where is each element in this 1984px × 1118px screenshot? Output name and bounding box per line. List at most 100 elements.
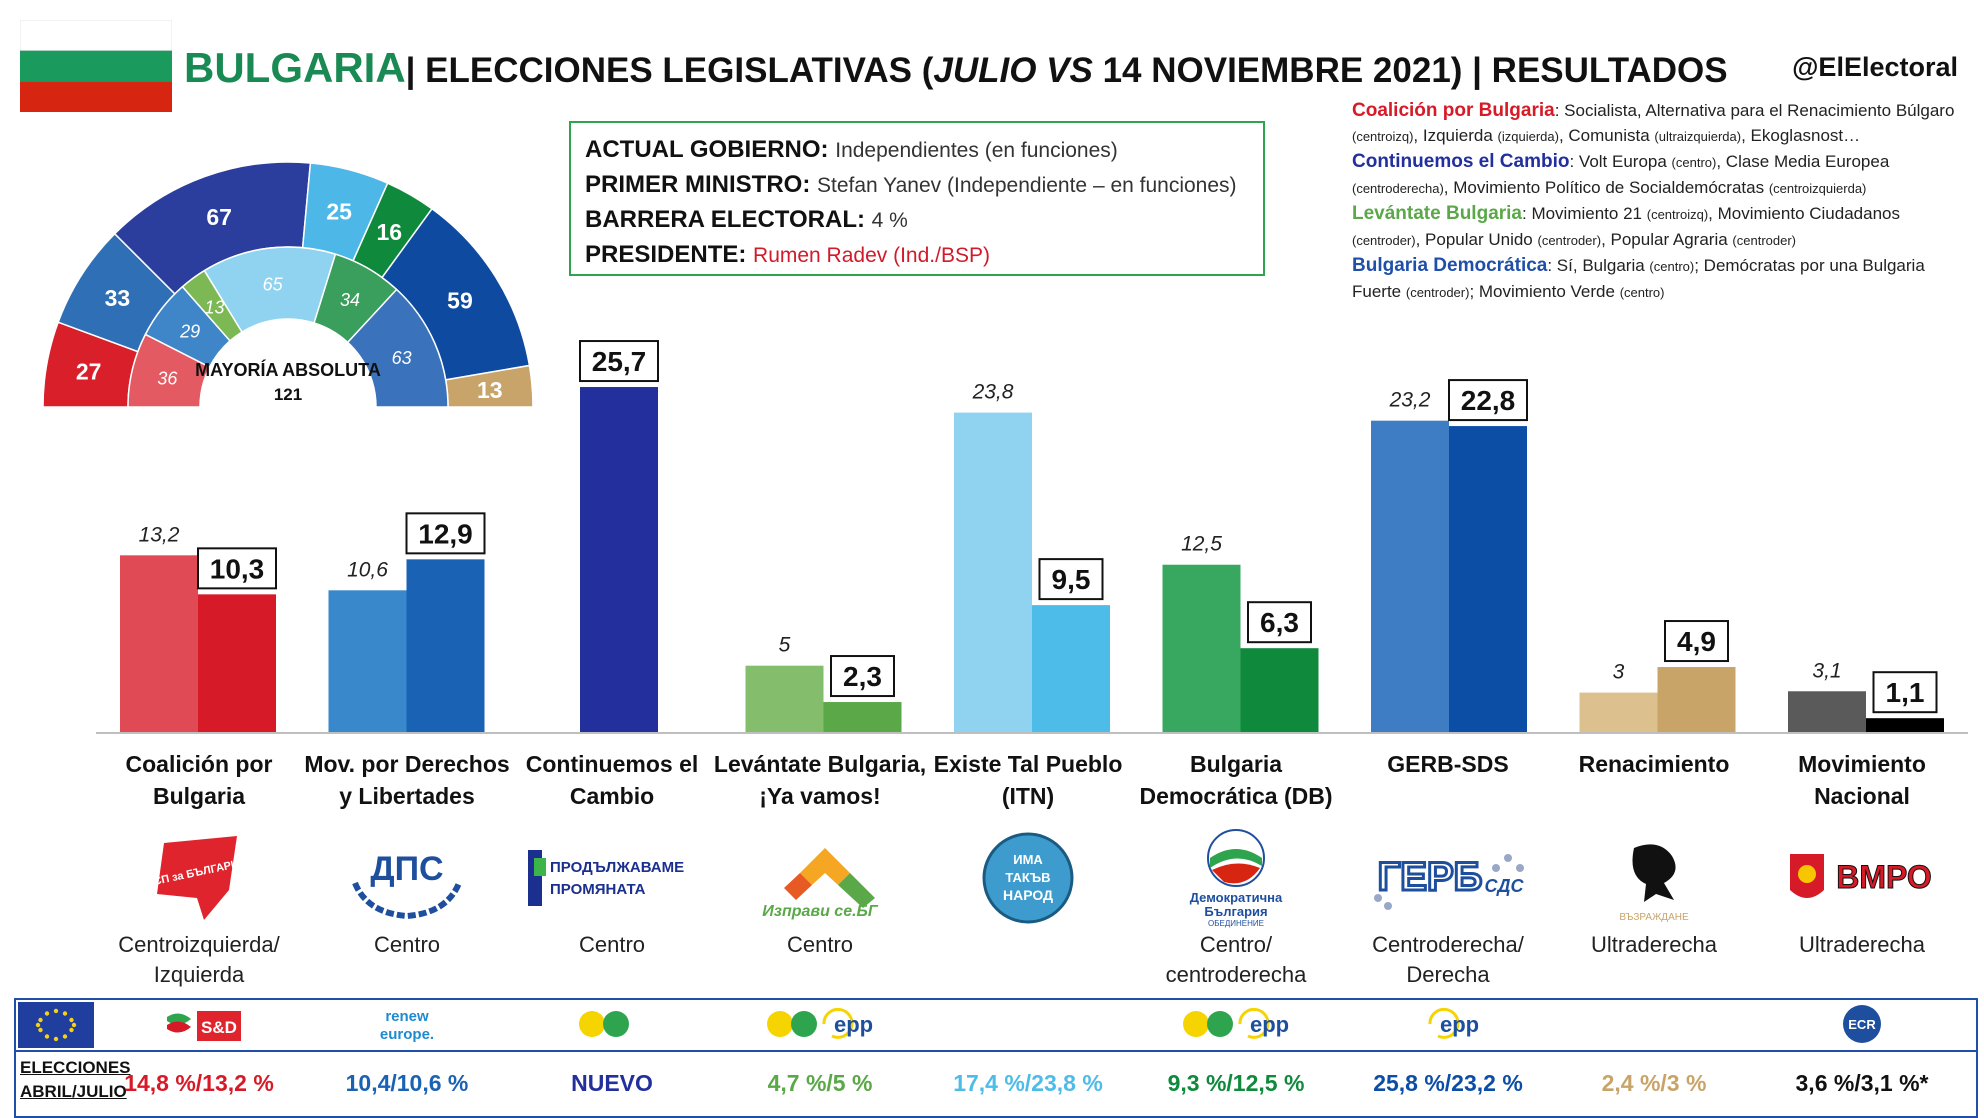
eu-group-cell — [532, 1001, 692, 1047]
coalition-tag: (centroizq) — [1352, 129, 1414, 144]
party-name-line: Cambio — [569, 783, 655, 809]
bar-current-label: 6,3 — [1260, 607, 1299, 638]
party-name-line: Existe Tal Pueblo — [933, 751, 1123, 777]
party-name: Existe Tal Pueblo (ITN) — [918, 748, 1138, 812]
hemicycle-seat-label: 33 — [105, 285, 131, 311]
coalition-name: Levántate Bulgaria — [1352, 203, 1522, 224]
coalition-tag: (centroder) — [1405, 285, 1470, 300]
svg-text:ПРОДЪЛЖАВАМЕ: ПРОДЪЛЖАВАМЕ — [550, 859, 684, 876]
party-logo-wrap: ДПС — [317, 828, 497, 928]
bar-previous-label: 3 — [1613, 661, 1625, 684]
svg-text:НАРОД: НАРОД — [1003, 887, 1053, 903]
party-column: Coalición por Bulgaria БСП за БЪЛГАРИЯ Cent… — [89, 748, 309, 998]
bar-current-label: 2,3 — [843, 661, 882, 692]
gov-line-barrier: BARRERA ELECTORAL: 4 % — [585, 203, 1249, 238]
bar-current-label-box — [405, 512, 486, 555]
svg-text:ПРОМЯНАТА: ПРОМЯНАТА — [550, 881, 646, 898]
hemicycle-seat-label: 63 — [392, 348, 412, 368]
sd-eu-group-icon: S&D — [167, 1011, 241, 1041]
gerb-logo: ГЕРБ СДС — [1374, 854, 1525, 910]
eu-stars — [35, 1008, 77, 1042]
party-ideology: Centroizquierda/Izquierda — [89, 930, 309, 990]
page-title: BULGARIA| ELECCIONES LEGISLATIVAS (JULIO… — [184, 44, 1728, 92]
svg-text:europe.: europe. — [380, 1026, 434, 1043]
party-name: Movimiento Nacional — [1752, 748, 1972, 812]
party-logo-wrap: БСП за БЪЛГАРИЯ — [109, 828, 289, 928]
coalition-tag: (ultraizquierda) — [1654, 129, 1742, 144]
hemicycle-seat-label: 13 — [204, 298, 224, 318]
svg-text:epp: epp — [1250, 1012, 1289, 1037]
bar-previous — [1788, 691, 1866, 733]
coalition-bsp: Coalición por Bulgaria: Socialista, Alte… — [1352, 98, 1972, 149]
coalition-name: Continuemos el Cambio — [1352, 151, 1570, 172]
bar-previous-label: 12,5 — [1181, 533, 1222, 556]
party-name-line: Continuemos el — [525, 751, 699, 777]
party-name: Continuemos el Cambio — [502, 748, 722, 812]
svg-text:ВЪЗРАЖДАНЕ: ВЪЗРАЖДАНЕ — [1619, 912, 1689, 923]
svg-text:България: България — [1204, 904, 1267, 919]
prev-label-line2: ABRIL/JULIO — [20, 1082, 127, 1101]
bar-current-label-box — [1664, 620, 1729, 663]
party-logo-wrap: Демократична България ОБЕДИНЕНИЕ — [1146, 828, 1326, 928]
svg-text:Изправи се.БГ: Изправи се.БГ — [762, 903, 879, 920]
party-logo-wrap: ГЕРБ СДС — [1358, 828, 1538, 928]
party-column: Renacimiento ВЪЗРАЖДАНЕ Ultraderecha — [1544, 748, 1764, 998]
hemicycle-seat-label: 67 — [206, 204, 232, 230]
party-name-line: Bulgaria — [1189, 751, 1283, 777]
party-name: Bulgaria Democrática (DB) — [1126, 748, 1346, 812]
coalition-pp: Continuemos el Cambio: Volt Europa (cent… — [1352, 149, 1972, 201]
party-logo-wrap: ПРОДЪЛЖАВАМЕ ПРОМЯНАТА — [522, 828, 702, 928]
bar-current — [580, 387, 658, 733]
coalitions-legend: Coalición por Bulgaria: Socialista, Alte… — [1352, 98, 1972, 305]
gov-key: PRESIDENTE: — [585, 241, 747, 268]
bar-current — [1449, 426, 1527, 733]
svg-text:ВМРО: ВМРО — [1836, 859, 1932, 895]
bar-current-label: 10,3 — [210, 553, 265, 584]
svg-text:epp: epp — [1440, 1012, 1479, 1037]
bar-current — [406, 559, 485, 733]
gov-key: PRIMER MINISTRO: — [585, 171, 811, 198]
svg-text:epp: epp — [834, 1012, 873, 1037]
author-handle: @ElElectoral — [1792, 52, 1958, 82]
svg-text:СДС: СДС — [1485, 876, 1525, 896]
title-vs: VS — [1036, 51, 1093, 90]
coalition-text: , Comunista — [1558, 126, 1655, 145]
svg-text:ECR: ECR — [1848, 1017, 1876, 1032]
hemicycle-seat-label: 36 — [157, 369, 178, 389]
previous-result: 14,8 %/13,2 % — [124, 1070, 274, 1096]
party-name-line: Coalición por — [125, 751, 273, 777]
coalition-text: : Sí, Bulgaria — [1547, 256, 1650, 275]
coalition-tag: (centroder) — [1537, 233, 1602, 248]
prev-label-line1: ELECCIONES — [20, 1058, 131, 1077]
coalition-tag: (centroizq) — [1646, 207, 1709, 222]
coalition-text: , Movimiento Político de Socialdemócrata… — [1443, 178, 1769, 197]
coalition-text: , Popular Unido — [1415, 230, 1538, 249]
bar-current-label: 9,5 — [1052, 564, 1091, 595]
coalition-text: , Ekoglasnost… — [1741, 126, 1861, 145]
party-ideology-line: Centroizquierda/ — [118, 932, 280, 957]
party-name-line: GERB-SDS — [1387, 751, 1509, 777]
hemicycle-seat-label: 25 — [326, 198, 352, 224]
bar-current-label-box — [1872, 671, 1938, 714]
bar-current — [1657, 667, 1736, 733]
coalition-name: Coalición por Bulgaria — [1352, 100, 1555, 121]
party-ideology-line: Centro/ — [1199, 932, 1273, 957]
bar-current — [823, 702, 902, 733]
party-ideology-line: Centro — [578, 932, 646, 957]
party-ideology-line: Ultraderecha — [1799, 932, 1925, 957]
vazrazhdane-logo: ВЪЗРАЖДАНЕ — [1619, 844, 1689, 923]
pp-logo: ПРОДЪЛЖАВАМЕ ПРОМЯНАТА — [528, 850, 684, 906]
bar-previous — [954, 412, 1032, 733]
bar-previous-label: 10,6 — [347, 558, 388, 581]
gov-key: BARRERA ELECTORAL: — [585, 206, 865, 233]
svg-text:ИМА: ИМА — [1013, 852, 1043, 867]
svg-text:ДПС: ДПС — [370, 850, 443, 888]
title-part-b: 14 NOVIEMBRE 2021) | RESULTADOS — [1092, 51, 1728, 90]
party-name-line: ¡Ya vamos! — [759, 783, 881, 809]
coalition-text: ; Movimiento Verde — [1469, 282, 1620, 301]
gov-value: 4 % — [871, 209, 908, 232]
bar-previous — [1162, 564, 1241, 733]
bar-previous — [1371, 420, 1449, 733]
greens-eu-group-icon — [579, 1011, 629, 1037]
